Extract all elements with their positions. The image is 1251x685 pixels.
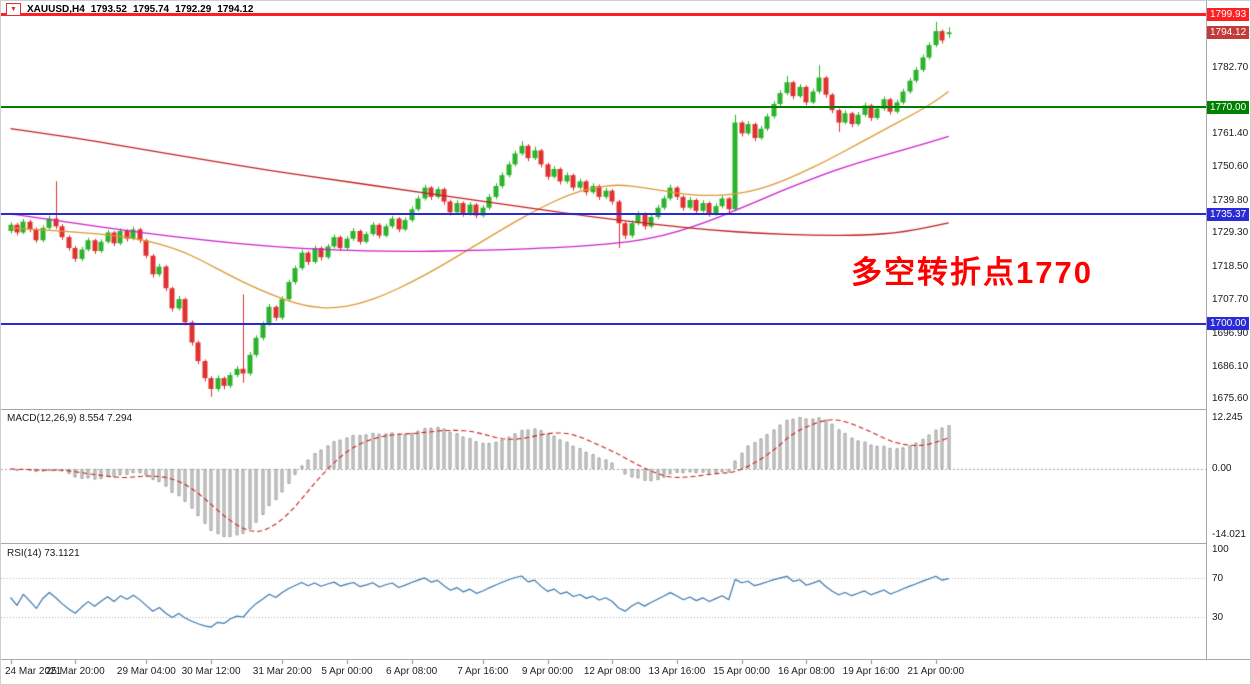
rsi-axis-70-label: 70 — [1212, 573, 1224, 585]
price-tick-label: 1686.10 — [1212, 360, 1249, 372]
time-tick-label: 13 Apr 16:00 — [648, 666, 706, 677]
resistance-line-1799[interactable] — [1, 12, 1206, 16]
macd-main-value: 8.554 — [79, 413, 105, 424]
price-tick-label: 1761.40 — [1212, 127, 1249, 139]
chart-header: ▼ XAUUSD,H4 1793.52 1795.74 1792.29 1794… — [6, 3, 253, 16]
price-tag-1735: 1735.37 — [1207, 207, 1250, 221]
low-value: 1792.29 — [175, 4, 212, 15]
price-tick-label: 1707.70 — [1212, 294, 1249, 306]
panel-separator-rsi-timescale — [1, 659, 1250, 660]
time-tick-label: 12 Apr 08:00 — [583, 666, 641, 677]
time-tick-label: 29 Mar 04:00 — [116, 666, 176, 677]
price-tag-1700: 1700.00 — [1207, 317, 1250, 331]
time-tick-label: 16 Apr 08:00 — [777, 666, 835, 677]
open-value: 1793.52 — [90, 4, 127, 15]
time-tick-label: 15 Apr 00:00 — [713, 666, 770, 677]
time-tick-label: 24 Mar 2021 — [5, 666, 62, 677]
macd-axis-min-label: -14.021 — [1212, 529, 1246, 540]
symbol-timeframe-label: XAUUSD,H4 — [27, 4, 85, 15]
last-price-tag: 1794.12 — [1207, 25, 1250, 39]
price-tick-label: 1696.90 — [1212, 327, 1249, 339]
rsi-panel-title: RSI(14) 73.1121 — [7, 548, 80, 559]
time-tick-label: 19 Apr 16:00 — [842, 666, 900, 677]
time-tick-label: 21 Apr 00:00 — [907, 666, 965, 677]
time-tick-label: 6 Apr 08:00 — [386, 666, 438, 677]
rsi-axis-30-label: 30 — [1212, 611, 1224, 623]
support-line-1700[interactable] — [1, 322, 1206, 325]
price-tick-label: 1729.30 — [1212, 227, 1249, 239]
high-value: 1795.74 — [132, 4, 170, 15]
panel-separator-main-macd[interactable] — [1, 409, 1250, 410]
rsi-indicator-name: RSI(14) — [7, 548, 42, 559]
support-line-1735[interactable] — [1, 213, 1206, 216]
close-value: 1794.12 — [217, 4, 254, 15]
pivot-line-1770[interactable] — [1, 106, 1206, 109]
macd-axis-max-label: 12.245 — [1212, 412, 1243, 423]
symbol-dropdown-icon[interactable]: ▼ — [6, 3, 21, 16]
price-tick-label: 1675.60 — [1212, 393, 1249, 405]
time-tick-label: 5 Apr 00:00 — [321, 666, 373, 677]
macd-indicator-name: MACD(12,26,9) — [7, 413, 77, 424]
time-tick-label: 31 Mar 20:00 — [252, 666, 312, 677]
price-tag-1770: 1770.00 — [1207, 100, 1250, 114]
price-tick-label: 1739.80 — [1212, 194, 1249, 206]
price-tick-label: 1750.60 — [1212, 161, 1249, 173]
rsi-current-value: 73.1121 — [44, 548, 80, 559]
time-tick-label: 9 Apr 00:00 — [521, 666, 574, 677]
panel-separator-macd-rsi[interactable] — [1, 543, 1250, 544]
annotation-text[interactable]: 多空转折点1770 — [851, 255, 1093, 290]
price-tick-label: 1718.50 — [1212, 260, 1249, 272]
time-scale[interactable]: 24 Mar 2021 25 Mar 20:00 29 Mar 04:00 30 Ma… — [1, 663, 1250, 684]
price-tick-label: 1782.70 — [1212, 61, 1249, 73]
time-tick-label: 30 Mar 12:00 — [181, 666, 241, 677]
price-scale[interactable]: 1799.93 1794.12 1770.00 1735.37 1700.00 … — [1206, 1, 1250, 659]
macd-panel-title: MACD(12,26,9) 8.554 7.294 — [7, 413, 132, 424]
macd-signal-value: 7.294 — [107, 413, 133, 424]
macd-axis-zero-label: 0.00 — [1212, 462, 1232, 474]
rsi-axis-100-label: 100 — [1212, 544, 1229, 555]
price-tag-resistance: 1799.93 — [1207, 7, 1250, 21]
time-tick-label: 25 Mar 20:00 — [45, 666, 105, 677]
time-tick-label: 7 Apr 16:00 — [457, 666, 509, 677]
